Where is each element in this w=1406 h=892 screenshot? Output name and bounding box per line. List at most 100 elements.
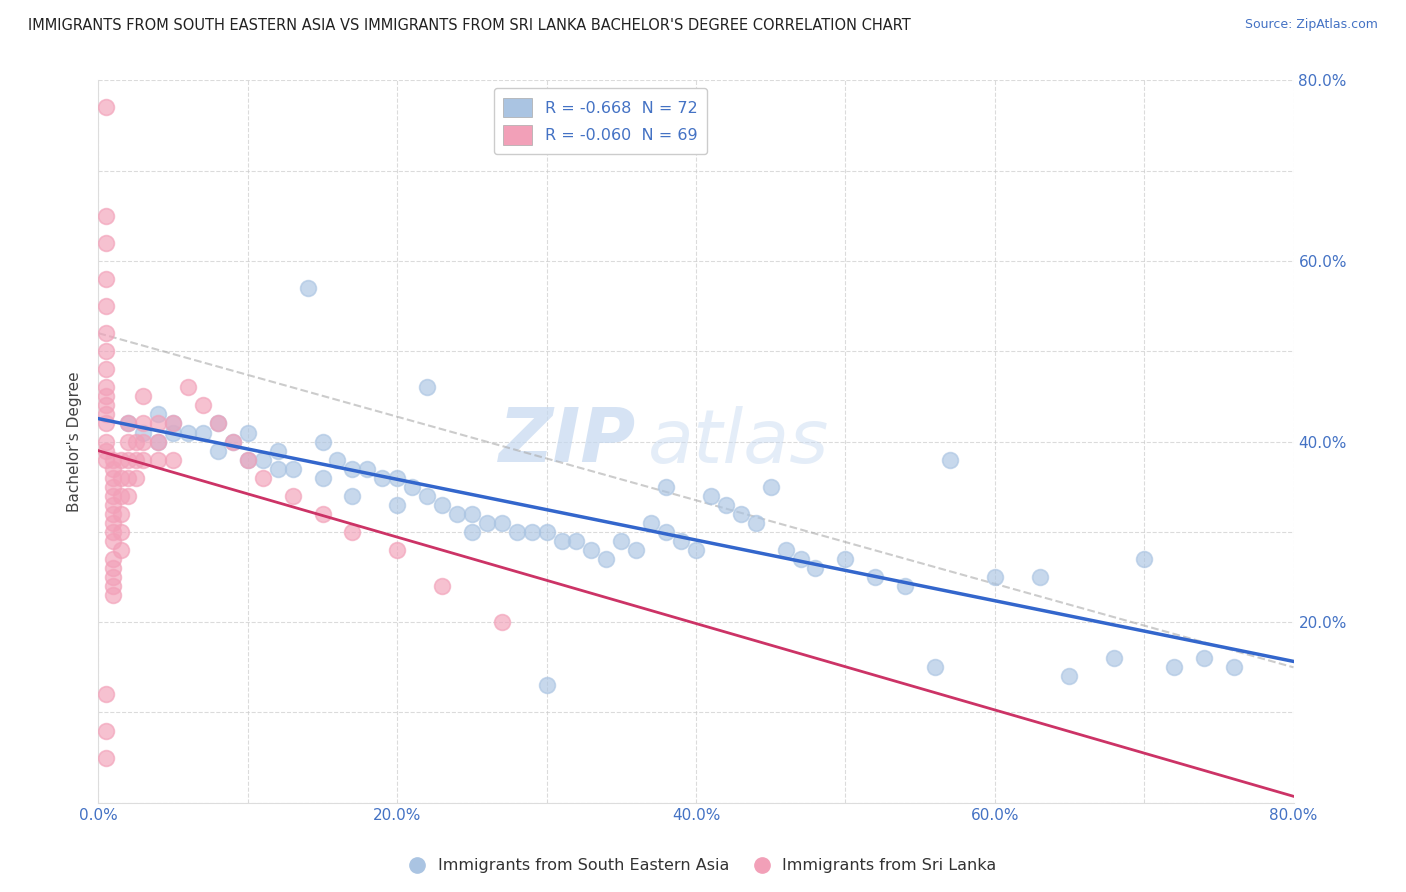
Point [714,498,737,512]
Point [94,408,117,422]
Point [804,561,827,575]
Point [117,452,139,467]
Point [506,524,529,539]
Point [311,434,333,449]
Point [191,398,214,412]
Point [94,344,117,359]
Point [252,452,274,467]
Point [103,516,125,530]
Point [371,471,394,485]
Point [356,461,378,475]
Point [297,281,319,295]
Point [103,570,125,584]
Point [94,434,117,449]
Point [148,434,170,449]
Point [236,425,259,440]
Point [94,750,117,764]
Point [110,507,132,521]
Point [1059,669,1081,683]
Point [94,326,117,340]
Point [281,489,304,503]
Point [924,660,946,674]
Point [984,570,1007,584]
Point [94,452,117,467]
Point [385,471,409,485]
Point [132,417,155,431]
Point [222,434,245,449]
Point [94,272,117,286]
Point [685,542,707,557]
Point [103,489,125,503]
Point [191,425,214,440]
Point [132,452,155,467]
Point [117,489,139,503]
Point [110,524,132,539]
Point [385,498,409,512]
Point [1028,570,1050,584]
Point [103,588,125,602]
Legend: Immigrants from South Eastern Asia, Immigrants from Sri Lanka: Immigrants from South Eastern Asia, Immi… [404,852,1002,880]
Point [401,480,423,494]
Point [177,380,200,394]
Point [655,524,678,539]
Point [125,471,148,485]
Point [94,723,117,738]
Point [94,687,117,701]
Point [745,516,768,530]
Point [730,507,752,521]
Point [610,533,633,548]
Point [865,570,887,584]
Point [132,389,155,403]
Legend: R = -0.668  N = 72, R = -0.060  N = 69: R = -0.668 N = 72, R = -0.060 N = 69 [494,88,707,154]
Point [536,524,558,539]
Point [117,434,139,449]
Point [669,533,692,548]
Point [222,434,245,449]
Point [103,480,125,494]
Point [385,542,409,557]
Point [1133,552,1156,566]
Point [103,524,125,539]
Point [117,471,139,485]
Point [655,480,678,494]
Point [1163,660,1185,674]
Point [103,461,125,475]
Point [148,452,170,467]
Text: IMMIGRANTS FROM SOUTH EASTERN ASIA VS IMMIGRANTS FROM SRI LANKA BACHELOR'S DEGRE: IMMIGRANTS FROM SOUTH EASTERN ASIA VS IM… [28,18,911,33]
Point [148,417,170,431]
Point [125,434,148,449]
Point [939,452,962,467]
Point [311,507,333,521]
Point [595,552,617,566]
Point [103,498,125,512]
Point [110,452,132,467]
Point [475,516,498,530]
Point [416,380,439,394]
Point [894,579,917,593]
Point [789,552,811,566]
Point [1223,660,1246,674]
Point [311,471,333,485]
Text: atlas: atlas [648,406,830,477]
Point [162,417,184,431]
Point [520,524,543,539]
Point [125,452,148,467]
Point [110,542,132,557]
Point [94,209,117,223]
Point [550,533,572,548]
Text: Source: ZipAtlas.com: Source: ZipAtlas.com [1244,18,1378,31]
Point [148,408,170,422]
Point [103,579,125,593]
Point [536,678,558,692]
Point [103,507,125,521]
Point [162,417,184,431]
Point [94,398,117,412]
Point [207,417,229,431]
Point [103,471,125,485]
Point [626,542,648,557]
Point [640,516,662,530]
Point [103,452,125,467]
Point [326,452,349,467]
Point [207,417,229,431]
Point [342,524,364,539]
